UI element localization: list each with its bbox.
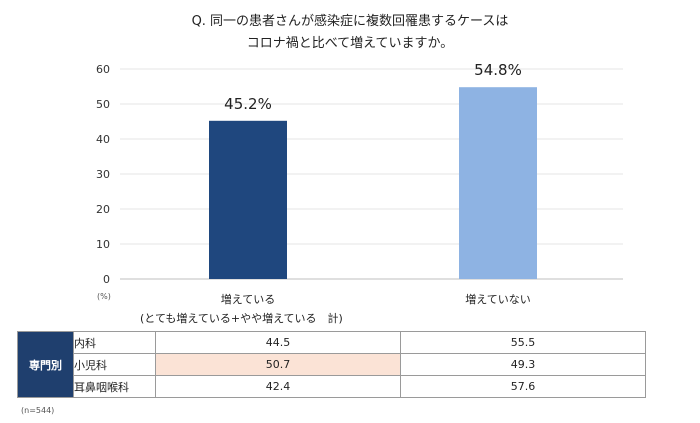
y-tick-label: 50 [96,98,110,111]
bar-chart: 0 10 20 30 40 50 60 45.2% 54.8% [96,61,623,286]
row-value-increased: 44.5 [155,331,401,354]
row-value-not-increased: 49.3 [400,353,646,376]
table-row: 小児科 50.7 49.3 [18,353,646,376]
row-label: 内科 [73,331,156,354]
row-value-not-increased: 55.5 [400,331,646,354]
unit-label: (%) [97,292,111,301]
row-value-not-increased: 57.6 [400,375,646,398]
category-label-2: 増えていない [465,293,531,306]
specialty-table: 専門別 内科 44.5 55.5 小児科 50.7 49.3 耳鼻咽喉科 42.… [17,331,646,398]
table-row: 専門別 内科 44.5 55.5 [17,331,646,398]
table-row: 耳鼻咽喉科 42.4 57.6 [18,375,646,398]
bar [459,87,537,279]
data-label: 54.8% [474,61,522,79]
category-sublabel-1: (とても増えている+やや増えている 計) [140,312,343,325]
sample-size-note: (n=544) [21,406,55,415]
row-label: 耳鼻咽喉科 [73,375,156,398]
row-label: 小児科 [73,353,156,376]
group-label: 専門別 [17,331,74,398]
category-label-1: 増えている [220,293,276,306]
row-value-increased: 42.4 [155,375,401,398]
y-tick-label: 60 [96,63,110,76]
y-tick-label: 10 [96,238,110,251]
y-tick-label: 20 [96,203,110,216]
bar [209,120,287,279]
row-value-increased-highlight: 50.7 [155,353,401,376]
chart-title-line2: コロナ禍と比べて増えていますか。 [246,36,454,51]
y-tick-label: 0 [103,273,110,286]
y-tick-label: 40 [96,133,110,146]
chart-title-line1: Q. 同一の患者さんが感染症に複数回罹患するケースは [191,14,509,29]
y-tick-label: 30 [96,168,110,181]
data-label: 45.2% [224,95,272,113]
